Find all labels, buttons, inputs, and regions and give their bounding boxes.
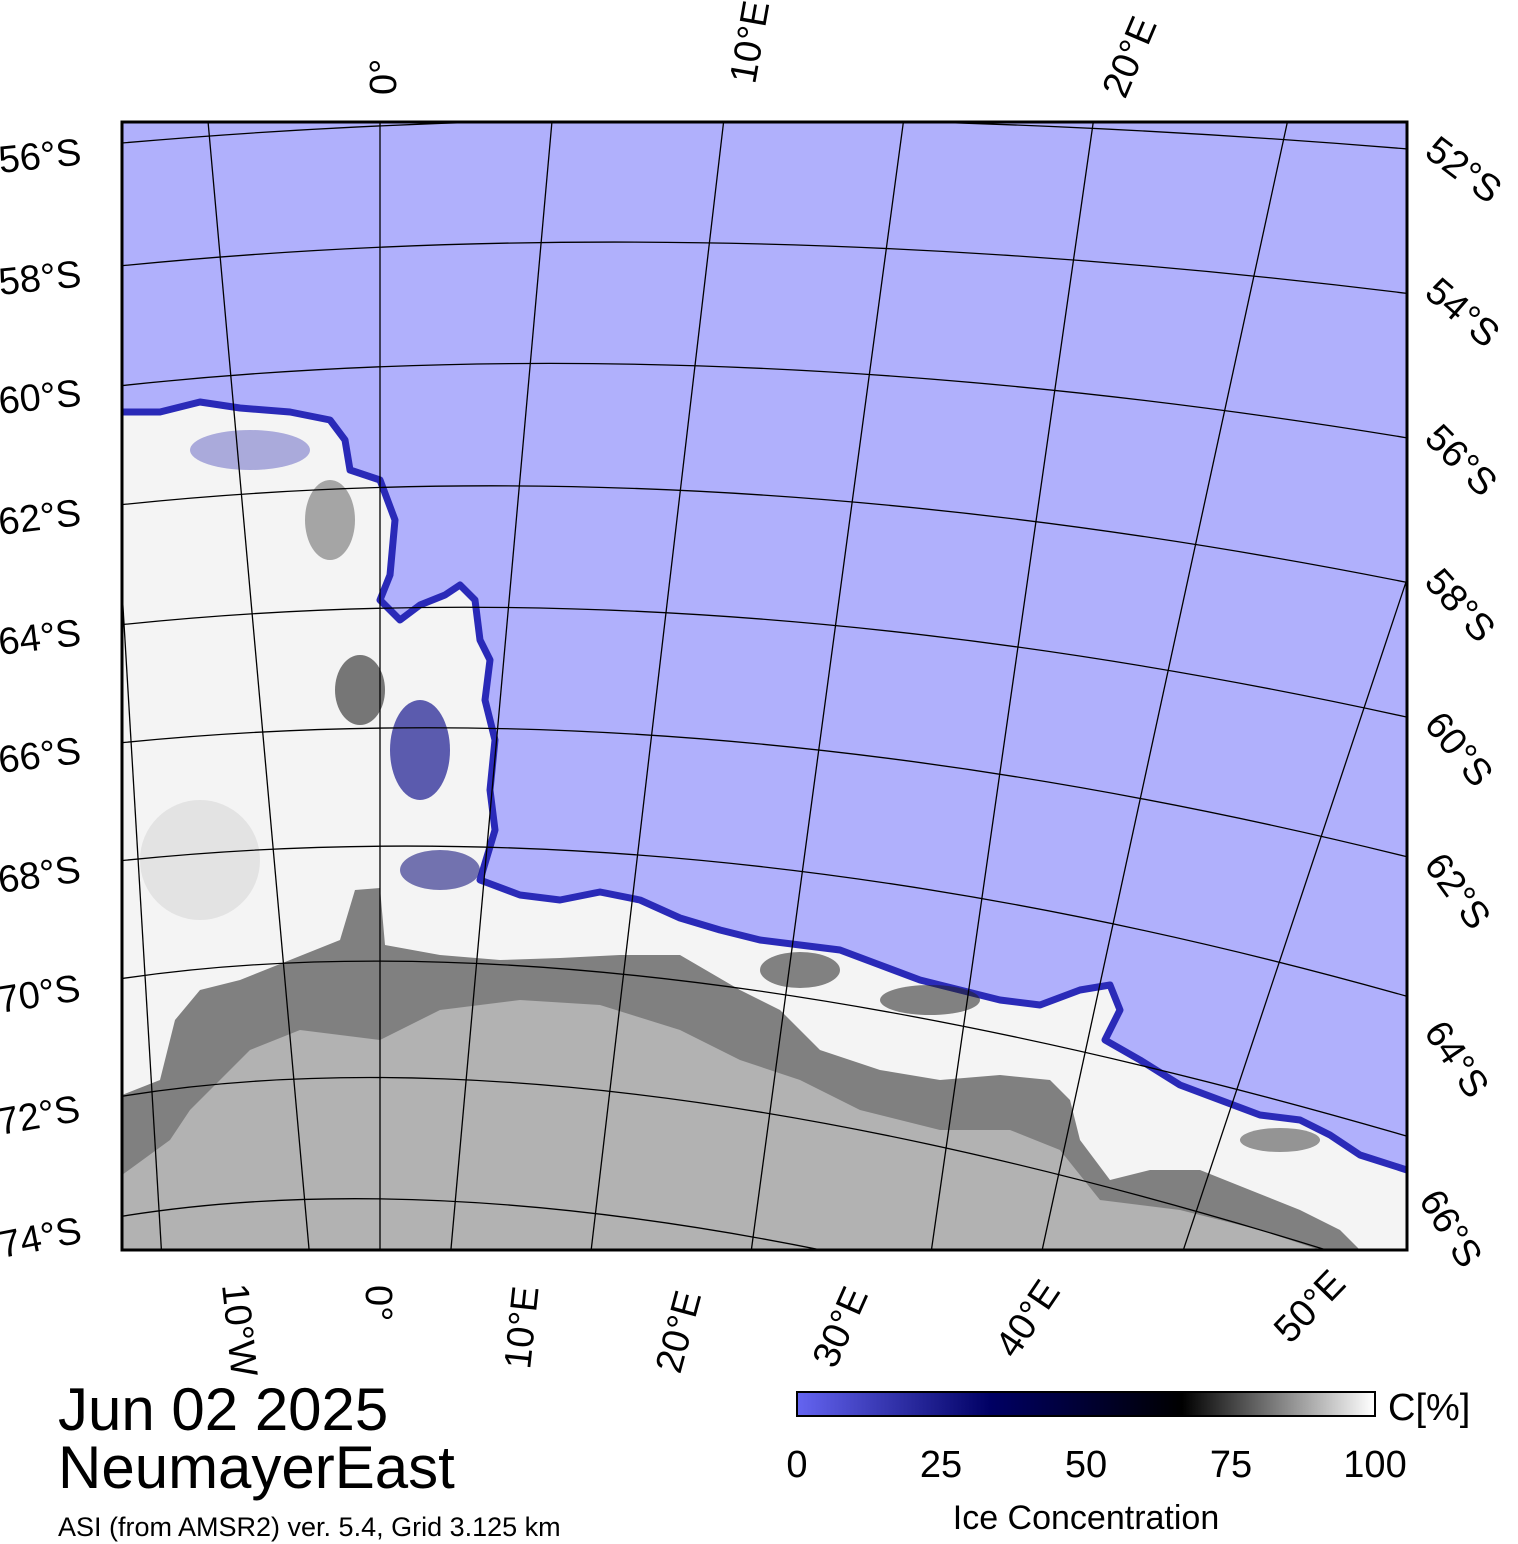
lat-label: 64°S	[0, 612, 83, 664]
colorbar-tick: 75	[1209, 1444, 1253, 1486]
lon-label: 20°E	[648, 1286, 710, 1377]
colorbar	[796, 1391, 1376, 1417]
land	[122, 1000, 1320, 1250]
lat-label: 72°S	[0, 1088, 83, 1144]
region-name: NeumayerEast	[58, 1434, 455, 1501]
lat-label: 60°S	[1416, 704, 1501, 795]
left-latitude-labels: 56°S 58°S 60°S 62°S 64°S 66°S 68°S 70°S …	[0, 132, 85, 1267]
lon-label: 20°E	[1095, 11, 1166, 104]
lat-label: 64°S	[1416, 1014, 1497, 1106]
lon-label: 0°	[363, 59, 405, 95]
map-frame	[120, 120, 1409, 1252]
source-note: ASI (from AMSR2) ver. 5.4, Grid 3.125 km	[58, 1512, 561, 1542]
lat-label: 62°S	[0, 492, 83, 544]
top-longitude-labels: 0° 10°E 20°E	[363, 0, 1166, 104]
lon-label: 40°E	[988, 1273, 1069, 1365]
graticule-parallels	[122, 122, 1407, 1250]
lat-label: 66°S	[0, 730, 83, 782]
bottom-longitude-labels: 10°W 0° 10°E 20°E 30°E 40°E 50°E	[213, 1263, 1354, 1379]
lat-label: 52°S	[1418, 129, 1509, 212]
colorbar-title: Ice Concentration	[952, 1499, 1220, 1537]
lat-label: 58°S	[0, 254, 83, 304]
lat-label: 54°S	[1417, 270, 1507, 356]
lat-label: 70°S	[0, 967, 83, 1021]
lat-label: 60°S	[0, 373, 83, 423]
lon-label: 10°E	[723, 0, 779, 87]
ice-concentration-patches	[140, 430, 1320, 1152]
lon-label: 50°E	[1266, 1263, 1354, 1352]
colorbar-unit: C[%]	[1388, 1387, 1471, 1429]
lon-label: 10°W	[213, 1282, 265, 1379]
lat-label: 56°S	[1417, 417, 1505, 505]
date-label: Jun 02 2025	[58, 1376, 389, 1443]
colorbar-tick: 0	[786, 1444, 808, 1486]
lat-label: 66°S	[1410, 1183, 1490, 1275]
lon-label: 30°E	[805, 1281, 877, 1374]
right-latitude-labels: 52°S 54°S 56°S 58°S 60°S 62°S 64°S 66°S	[1410, 129, 1509, 1275]
lat-label: 68°S	[0, 849, 83, 902]
colorbar-tick: 100	[1343, 1444, 1407, 1486]
lon-label: 0°	[357, 1285, 399, 1321]
lat-label: 56°S	[0, 132, 83, 182]
lat-label: 74°S	[0, 1210, 85, 1267]
lat-label: 62°S	[1416, 846, 1499, 938]
graticule-meridians	[122, 122, 1407, 1250]
lat-label: 58°S	[1416, 561, 1503, 651]
lon-label: 10°E	[497, 1284, 547, 1371]
ice-edge	[122, 398, 1407, 1174]
colorbar-tick: 50	[1064, 1444, 1108, 1486]
colorbar-tick: 25	[919, 1444, 963, 1486]
